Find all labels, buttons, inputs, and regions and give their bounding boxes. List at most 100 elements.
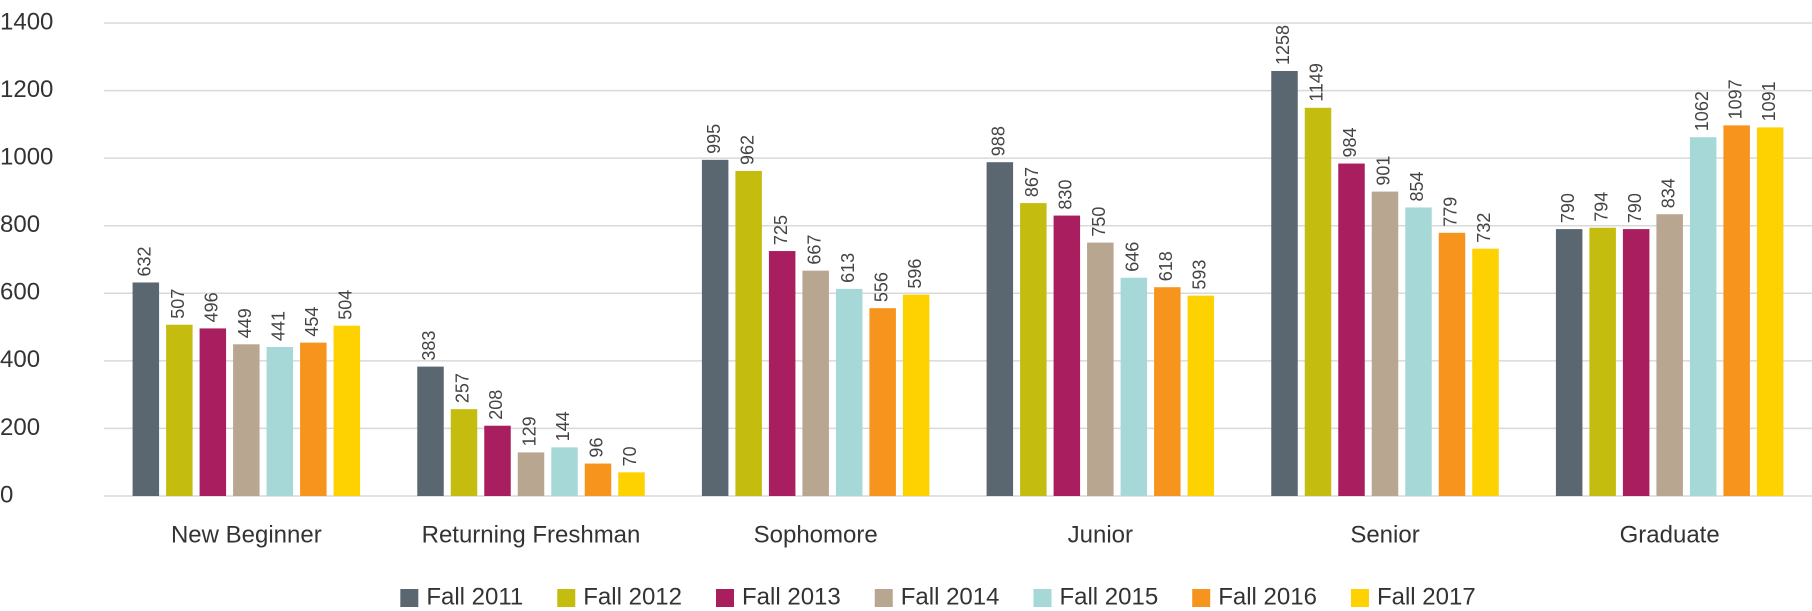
bar [417,366,444,496]
legend-label: Fall 2016 [1218,583,1317,610]
bar [333,325,361,496]
bar [1271,70,1298,497]
bar [1371,191,1399,497]
value-label: 556 [871,272,891,302]
legend-label: Fall 2013 [742,583,841,610]
value-label: 96 [587,438,607,458]
value-label: 834 [1658,178,1678,208]
bar [300,342,327,496]
legend-swatch [874,589,893,607]
value-label: 70 [620,446,640,466]
value-label: 208 [486,390,506,420]
x-tick-label: Senior [1350,521,1419,548]
value-label: 984 [1340,128,1360,158]
bar [266,347,294,496]
x-tick-label: New Beginner [171,521,322,548]
bar [869,308,896,496]
value-label: 732 [1474,213,1494,243]
bar [1087,242,1114,496]
bar [1622,229,1650,497]
value-label: 613 [838,253,858,283]
bar [802,270,829,496]
bar [1120,277,1148,496]
legend-swatch [1033,589,1052,607]
legend-swatch [1192,589,1211,607]
bar [768,251,796,496]
y-tick-label: 600 [0,279,40,306]
value-label: 593 [1190,260,1210,290]
legend-label: Fall 2012 [583,583,682,610]
x-tick-label: Junior [1068,521,1133,548]
value-label: 257 [453,373,473,403]
bar [835,288,863,496]
bar [1187,295,1215,496]
value-label: 504 [336,290,356,320]
bar [1438,232,1466,497]
y-tick-label: 0 [0,481,13,508]
legend-label: Fall 2014 [901,583,1000,610]
value-label: 454 [302,307,322,337]
legend-swatch [557,589,576,607]
bar [618,472,645,496]
value-label: 383 [419,331,439,361]
y-tick-label: 800 [0,211,40,238]
y-tick-label: 1200 [0,76,53,103]
legend-swatch [400,589,419,607]
value-label: 646 [1123,242,1143,272]
value-label: 794 [1591,192,1611,222]
value-label: 441 [269,311,289,341]
bar [1154,287,1181,496]
value-label: 632 [135,246,155,276]
bar [1338,163,1365,496]
value-label: 1097 [1725,79,1745,119]
value-label: 496 [202,292,222,322]
value-label: 790 [1625,193,1645,223]
bar [450,409,478,496]
value-label: 725 [771,215,791,245]
value-label: 750 [1089,207,1109,237]
value-label: 144 [553,411,573,441]
value-label: 507 [168,289,188,319]
bar [735,170,762,496]
x-tick-label: Graduate [1620,521,1720,548]
value-label: 830 [1056,180,1076,210]
bar [199,328,227,496]
value-label: 596 [905,259,925,289]
legend-swatch [716,589,735,607]
value-label: 901 [1374,156,1394,186]
bar [166,324,193,496]
bar [902,294,930,496]
value-label: 995 [704,124,724,154]
x-tick-label: Sophomore [754,521,878,548]
y-tick-label: 1000 [0,143,53,170]
bar [1304,107,1332,497]
legend-label: Fall 2015 [1059,583,1158,610]
value-label: 1258 [1273,25,1293,65]
bar [986,162,1014,496]
bar [584,463,612,496]
legend-label: Fall 2017 [1377,583,1476,610]
value-label: 1149 [1307,63,1327,102]
bar [517,452,545,496]
bar [1656,214,1683,496]
bar [551,447,578,496]
bar [1689,137,1717,496]
y-tick-label: 1400 [0,8,53,35]
bar [132,282,160,496]
bar [1723,125,1750,496]
value-label: 854 [1407,171,1427,201]
value-label: 449 [235,308,255,338]
y-tick-label: 200 [0,414,40,441]
legend-swatch [1350,589,1369,607]
bar [1020,203,1047,496]
bar [1405,207,1432,496]
value-label: 779 [1441,197,1461,227]
value-label: 667 [804,235,824,265]
bar [701,159,729,496]
value-label: 962 [737,135,757,165]
value-label: 867 [1022,167,1042,197]
bar [1555,229,1583,497]
bar [1472,248,1499,496]
bar [484,425,511,496]
